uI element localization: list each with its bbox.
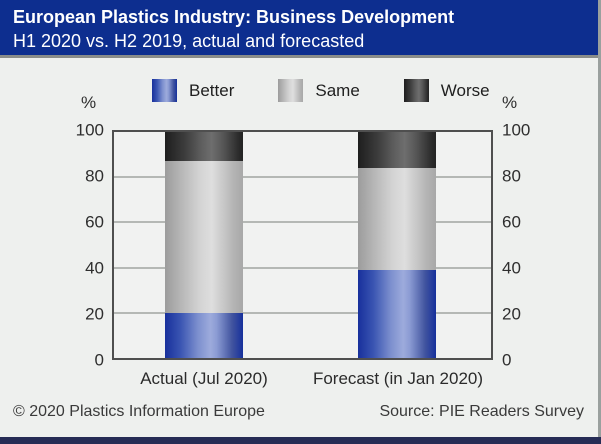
y-axis-ticks-right: 0 20 40 60 80 100 (502, 122, 548, 369)
header: European Plastics Industry: Business Dev… (0, 0, 601, 58)
legend-swatch-worse-icon (403, 79, 429, 102)
y-tick-0: 0 (94, 350, 104, 370)
gridline-60 (114, 221, 491, 224)
bar-0-segment-same (165, 161, 243, 313)
x-label-forecast: Forecast (in Jan 2020) (312, 369, 484, 388)
legend-item-worse: Worse (403, 79, 490, 102)
bar-actual (165, 132, 243, 358)
y-tick-40: 40 (85, 258, 104, 278)
y-tick-100: 100 (502, 120, 531, 140)
y-tick-80: 80 (85, 166, 104, 186)
page-title: European Plastics Industry: Business Dev… (13, 7, 455, 27)
footer-source: Source: PIE Readers Survey (379, 403, 584, 420)
gridline-80 (114, 176, 491, 179)
footer-copyright: © 2020 Plastics Information Europe (13, 403, 265, 420)
bottom-accent-bar (0, 437, 601, 444)
y-axis-unit-right: % (502, 93, 518, 112)
chart-legend: Better Same Worse (152, 79, 490, 102)
gridline-20 (114, 311, 491, 314)
bar-0-segment-better (165, 312, 243, 358)
bar-1-segment-same (358, 168, 436, 270)
bar-1-segment-worse (358, 132, 436, 169)
y-axis-unit-left: % (81, 93, 97, 112)
y-tick-40: 40 (502, 258, 521, 278)
y-tick-20: 20 (502, 304, 521, 324)
y-tick-80: 80 (502, 166, 521, 186)
x-label-actual: Actual (Jul 2020) (140, 369, 268, 388)
gridline-40 (114, 266, 491, 269)
legend-item-better: Better (152, 79, 234, 102)
legend-swatch-same-icon (278, 79, 304, 102)
legend-swatch-better-icon (152, 79, 177, 102)
bar-0-segment-worse (165, 132, 243, 162)
y-tick-100: 100 (75, 120, 104, 140)
bar-forecast (358, 132, 436, 358)
legend-label-better: Better (189, 80, 235, 100)
page-subtitle: H1 2020 vs. H2 2019, actual and forecast… (13, 31, 365, 51)
legend-label-worse: Worse (440, 80, 490, 100)
legend-item-same: Same (278, 79, 360, 102)
y-tick-60: 60 (502, 212, 521, 232)
bar-1-segment-better (358, 269, 436, 358)
y-tick-20: 20 (85, 304, 104, 324)
plot-area (112, 130, 493, 360)
y-axis-ticks-left: 0 20 40 60 80 100 (58, 122, 104, 369)
legend-label-same: Same (315, 80, 360, 100)
right-edge-line (598, 0, 601, 437)
y-tick-0: 0 (502, 350, 512, 370)
y-tick-60: 60 (85, 212, 104, 232)
